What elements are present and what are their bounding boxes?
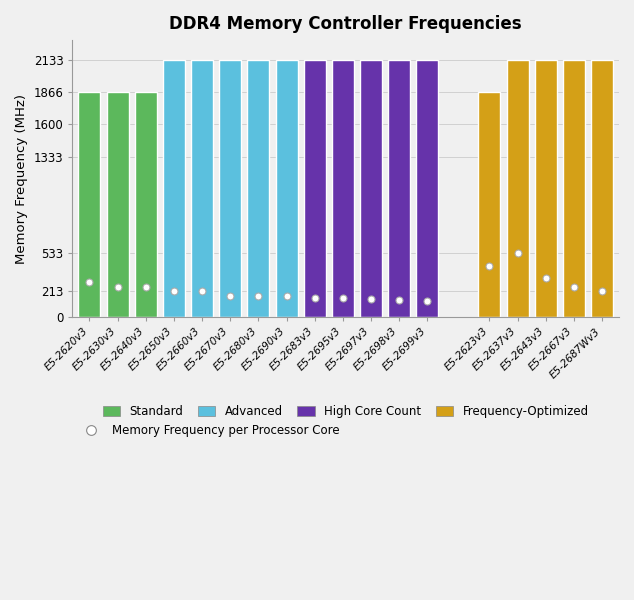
Bar xyxy=(134,92,157,317)
Bar xyxy=(563,60,585,317)
Bar xyxy=(591,60,613,317)
Bar xyxy=(79,92,100,317)
Bar xyxy=(191,60,213,317)
Title: DDR4 Memory Controller Frequencies: DDR4 Memory Controller Frequencies xyxy=(169,15,522,33)
Bar xyxy=(276,60,297,317)
Bar xyxy=(360,60,382,317)
Bar xyxy=(304,60,326,317)
Bar xyxy=(107,92,129,317)
Bar xyxy=(507,60,529,317)
Bar xyxy=(219,60,241,317)
Bar xyxy=(247,60,269,317)
Bar xyxy=(479,92,500,317)
Bar xyxy=(534,60,557,317)
Y-axis label: Memory Frequency (MHz): Memory Frequency (MHz) xyxy=(15,94,28,263)
Legend: Memory Frequency per Processor Core: Memory Frequency per Processor Core xyxy=(74,420,344,442)
Bar xyxy=(417,60,439,317)
Bar xyxy=(388,60,410,317)
Bar xyxy=(163,60,185,317)
Bar xyxy=(332,60,354,317)
